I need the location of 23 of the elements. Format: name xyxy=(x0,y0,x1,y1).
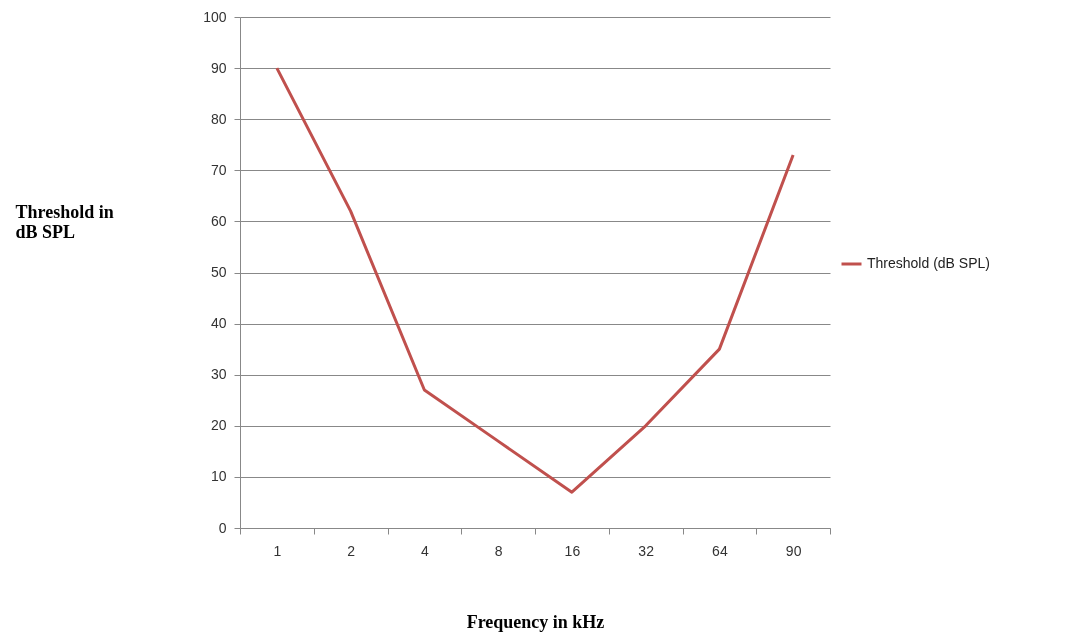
legend-label: Threshold (dB SPL) xyxy=(867,255,990,271)
x-tick-label: 1 xyxy=(273,542,282,559)
x-tick-label: 8 xyxy=(494,542,503,559)
y-tick-label: 20 xyxy=(210,417,227,434)
x-tick-label: 64 xyxy=(712,542,728,559)
y-tick-label: 80 xyxy=(210,110,227,127)
x-axis-title: Frequency in kHz xyxy=(466,611,605,632)
y-tick-label: 0 xyxy=(218,519,227,536)
y-tick-label: 10 xyxy=(210,468,227,485)
x-tick-label: 90 xyxy=(785,542,802,559)
y-tick-label: 100 xyxy=(203,8,227,25)
y-tick-label: 30 xyxy=(210,366,227,383)
y-axis-title: Threshold in dB SPL xyxy=(15,202,114,242)
x-tick-label: 4 xyxy=(420,542,429,559)
y-tick-label: 90 xyxy=(210,59,227,76)
y-tick-label: 60 xyxy=(210,212,227,229)
x-tick-label: 16 xyxy=(564,542,581,559)
y-tick-label: 40 xyxy=(210,315,227,332)
y-tick-label: 70 xyxy=(210,161,227,178)
line-series xyxy=(275,66,795,494)
y-tick-label: 50 xyxy=(210,264,227,280)
x-tick-label: 32 xyxy=(638,542,655,559)
x-tick-label: 2 xyxy=(347,542,356,559)
